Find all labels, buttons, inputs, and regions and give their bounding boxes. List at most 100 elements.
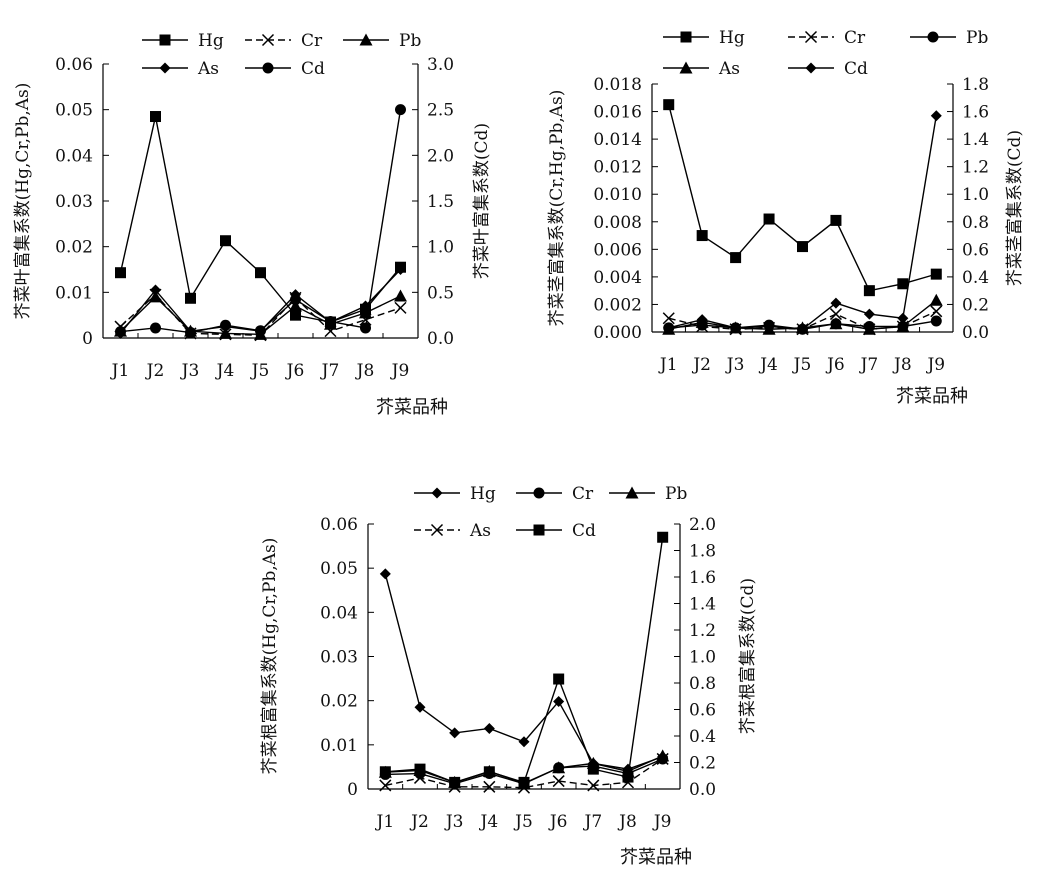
data-point-cd: [696, 314, 708, 326]
legend-label: Cd: [844, 59, 868, 79]
x-tick-label: J8: [617, 812, 637, 832]
x-tick-label: J5: [250, 361, 270, 381]
left-tick-label: 0.05: [55, 101, 93, 121]
series-cd: [379, 531, 669, 788]
data-point-pb: [219, 326, 232, 339]
x-tick-label: J2: [691, 355, 711, 375]
data-point-cd: [797, 323, 808, 335]
data-point-hg: [379, 568, 391, 580]
right-tick-label: 1.0: [962, 185, 989, 205]
x-tick-label: J4: [758, 355, 778, 375]
legend-marker: [159, 34, 171, 46]
legend-label: Cd: [572, 521, 596, 541]
legend-label: Cd: [301, 59, 325, 79]
right-tick-label: 0.6: [962, 240, 989, 260]
data-point-cd: [290, 294, 301, 306]
x-tick-label: J7: [320, 361, 340, 381]
legend-marker: [927, 31, 939, 43]
data-point-cd: [863, 308, 875, 320]
data-point-as: [929, 293, 943, 306]
data-point-cd: [763, 320, 775, 332]
x-tick-label: J6: [285, 361, 305, 381]
data-point-hg: [797, 241, 808, 253]
data-point-hg: [696, 230, 708, 242]
left-tick-label: 0.010: [593, 185, 642, 205]
left-tick-label: 0.03: [55, 192, 93, 212]
x-tick-label: J3: [180, 361, 200, 381]
legend-marker: [680, 31, 692, 43]
data-point-pb: [930, 315, 942, 327]
x-tick-label: J8: [892, 355, 912, 375]
data-point-as: [829, 317, 843, 330]
right-tick-label: 1.4: [962, 130, 989, 150]
series-line-hg: [668, 104, 937, 292]
series-hg: [379, 568, 669, 775]
chart-leaf: 0 0.01 0.02 0.03 0.04 0.05 0.06 0.0 0.5 1.0 1.5 2.0…: [13, 31, 492, 418]
data-point-hg: [863, 285, 875, 297]
right-tick-label: 2.0: [427, 146, 454, 166]
legend-marker: [533, 524, 545, 536]
series-cd: [663, 110, 942, 335]
data-point-pb: [552, 761, 566, 774]
left-tick-label: 0.06: [320, 515, 358, 535]
data-point-hg: [220, 235, 231, 247]
legend-marker: [805, 62, 817, 74]
legend-marker: [359, 33, 373, 46]
data-point-pb: [394, 289, 407, 302]
right-tick-label: 2.0: [689, 515, 716, 535]
left-tick-label: 0.04: [320, 603, 358, 623]
legend-marker: [533, 487, 545, 499]
left-axis-title: 芥菜根富集系数(Hg,Cr,Pb,As): [260, 538, 280, 775]
series-hg: [115, 111, 406, 328]
data-point-cr: [394, 301, 407, 314]
data-point-cd: [414, 763, 426, 775]
left-tick-label: 0.02: [55, 238, 93, 258]
data-point-as: [483, 780, 496, 793]
legend-marker: [804, 30, 818, 44]
data-point-pb: [656, 749, 670, 762]
right-tick-label: 1.5: [427, 192, 454, 212]
x-tick-label: J2: [409, 812, 429, 832]
data-point-hg: [930, 268, 942, 280]
legend-label: Pb: [966, 28, 988, 48]
legend: Hg Cr Pb As Cd: [142, 31, 421, 79]
left-tick-label: 0.01: [320, 736, 358, 756]
data-point-cd: [587, 763, 599, 775]
data-point-cd: [930, 110, 942, 122]
left-tick-label: 0.01: [55, 283, 93, 303]
series-line-cd: [668, 115, 937, 330]
data-point-cd: [518, 776, 530, 788]
right-tick-label: 0.2: [689, 754, 716, 774]
data-point-cr: [829, 308, 842, 321]
data-point-hg: [414, 701, 426, 713]
data-point-cd: [449, 776, 461, 788]
x-tick-label: J9: [652, 812, 672, 832]
data-point-as: [150, 284, 161, 296]
left-tick-label: 0.012: [593, 158, 642, 178]
legend: Hg Cr Pb As Cd: [414, 484, 687, 541]
legend-marker: [431, 487, 443, 499]
right-tick-label: 0.6: [689, 701, 716, 721]
data-point-as: [862, 322, 876, 335]
left-tick-label: 0.006: [593, 240, 642, 260]
data-point-hg: [483, 722, 495, 734]
x-tick-label: J8: [355, 361, 375, 381]
data-point-cd: [830, 297, 842, 309]
data-point-cd: [150, 322, 161, 334]
x-tick-label: J1: [658, 355, 678, 375]
x-tick-label: J7: [859, 355, 879, 375]
legend-label: Cr: [301, 31, 323, 51]
left-tick-label: 0.018: [593, 75, 642, 95]
data-point-hg: [150, 111, 161, 123]
right-tick-label: 0.8: [689, 674, 716, 694]
x-tick-label: J1: [375, 812, 395, 832]
x-axis-title: 芥菜品种: [620, 847, 692, 868]
right-tick-label: 0.2: [962, 295, 989, 315]
left-tick-label: 0.03: [320, 648, 358, 668]
data-point-cd: [395, 104, 406, 116]
right-tick-label: 1.0: [427, 238, 454, 258]
data-point-as: [656, 752, 669, 765]
right-tick-label: 1.6: [689, 568, 716, 588]
right-tick-label: 0.4: [962, 268, 989, 288]
